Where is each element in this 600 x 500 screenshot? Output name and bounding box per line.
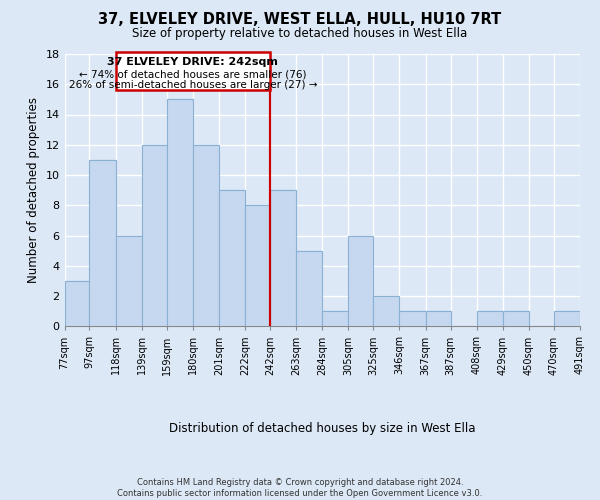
Text: Contains HM Land Registry data © Crown copyright and database right 2024.
Contai: Contains HM Land Registry data © Crown c… bbox=[118, 478, 482, 498]
Bar bbox=[400, 311, 425, 326]
Bar bbox=[296, 250, 322, 326]
Bar bbox=[373, 296, 400, 326]
Bar bbox=[142, 145, 167, 326]
Bar bbox=[322, 311, 349, 326]
Y-axis label: Number of detached properties: Number of detached properties bbox=[27, 97, 40, 283]
Bar bbox=[89, 160, 116, 326]
Bar bbox=[349, 236, 373, 326]
Bar bbox=[65, 281, 89, 326]
Text: 37, ELVELEY DRIVE, WEST ELLA, HULL, HU10 7RT: 37, ELVELEY DRIVE, WEST ELLA, HULL, HU10… bbox=[98, 12, 502, 28]
Bar bbox=[270, 190, 296, 326]
Bar bbox=[476, 311, 503, 326]
Bar bbox=[193, 145, 219, 326]
Text: 37 ELVELEY DRIVE: 242sqm: 37 ELVELEY DRIVE: 242sqm bbox=[107, 57, 278, 67]
Bar bbox=[554, 311, 580, 326]
Bar bbox=[400, 311, 425, 326]
Bar bbox=[425, 311, 451, 326]
Text: ← 74% of detached houses are smaller (76): ← 74% of detached houses are smaller (76… bbox=[79, 69, 307, 79]
FancyBboxPatch shape bbox=[116, 52, 270, 90]
Bar bbox=[270, 190, 296, 326]
Bar bbox=[142, 145, 167, 326]
Bar bbox=[322, 311, 349, 326]
Bar bbox=[65, 281, 89, 326]
Bar bbox=[296, 250, 322, 326]
Bar bbox=[219, 190, 245, 326]
Text: 26% of semi-detached houses are larger (27) →: 26% of semi-detached houses are larger (… bbox=[68, 80, 317, 90]
Bar bbox=[373, 296, 400, 326]
Bar bbox=[116, 236, 142, 326]
Bar bbox=[167, 100, 193, 326]
Bar bbox=[116, 236, 142, 326]
Bar bbox=[167, 100, 193, 326]
Bar bbox=[219, 190, 245, 326]
Bar bbox=[503, 311, 529, 326]
Bar bbox=[503, 311, 529, 326]
Bar bbox=[193, 145, 219, 326]
Bar bbox=[89, 160, 116, 326]
Bar bbox=[554, 311, 580, 326]
Bar bbox=[245, 205, 270, 326]
Bar bbox=[425, 311, 451, 326]
X-axis label: Distribution of detached houses by size in West Ella: Distribution of detached houses by size … bbox=[169, 422, 476, 435]
Bar bbox=[349, 236, 373, 326]
Bar bbox=[245, 205, 270, 326]
Text: Size of property relative to detached houses in West Ella: Size of property relative to detached ho… bbox=[133, 28, 467, 40]
Bar bbox=[476, 311, 503, 326]
